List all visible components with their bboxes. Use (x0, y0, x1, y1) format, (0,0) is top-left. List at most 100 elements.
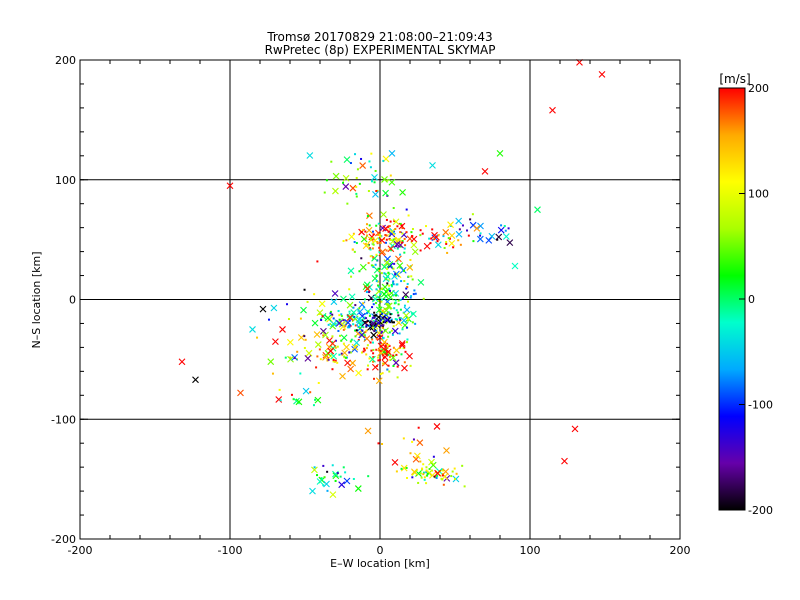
data-point (379, 291, 382, 294)
data-point (407, 300, 410, 303)
data-point (457, 239, 460, 242)
data-point (295, 398, 303, 406)
data-point (500, 224, 503, 227)
data-point (374, 263, 377, 266)
data-point (367, 236, 375, 244)
data-point (352, 323, 355, 326)
data-point (356, 168, 359, 171)
data-point (386, 342, 389, 345)
y-tick-label: 200 (55, 54, 76, 67)
data-point (371, 337, 374, 340)
data-point (314, 396, 322, 404)
data-point (433, 237, 436, 240)
data-point (348, 310, 351, 313)
data-point (410, 275, 413, 278)
data-point (382, 336, 385, 339)
data-point (430, 237, 433, 240)
data-point (293, 356, 296, 359)
data-point (370, 180, 373, 183)
data-point (346, 301, 354, 309)
data-point (388, 344, 391, 347)
data-point (410, 295, 413, 298)
data-point (401, 232, 404, 235)
data-point (364, 427, 372, 435)
data-point (401, 240, 404, 243)
data-point (434, 241, 442, 249)
plot-grid (80, 60, 680, 539)
data-point (395, 245, 398, 248)
data-point (354, 304, 357, 307)
data-point (289, 356, 292, 359)
data-point (373, 181, 376, 184)
data-point (330, 160, 333, 163)
data-point (378, 233, 381, 236)
data-point (371, 230, 374, 233)
data-point (385, 238, 388, 241)
data-point (270, 304, 278, 312)
data-point (414, 452, 421, 460)
data-point (441, 474, 444, 477)
data-point (392, 364, 395, 367)
data-point (422, 471, 425, 474)
data-point (419, 460, 422, 463)
data-point (395, 236, 402, 244)
data-point (362, 242, 370, 250)
y-tick-label: -200 (51, 533, 76, 546)
data-point (327, 323, 330, 326)
data-point (467, 234, 470, 237)
data-point (326, 489, 329, 492)
data-point (339, 475, 342, 478)
data-point (386, 261, 394, 268)
data-point (401, 227, 404, 230)
data-point (352, 306, 355, 309)
data-point (419, 472, 422, 475)
data-point (306, 300, 309, 303)
data-point (353, 241, 356, 244)
data-point (363, 349, 366, 352)
data-point (351, 248, 354, 251)
data-point (362, 350, 365, 353)
data-point (437, 234, 440, 237)
data-point (368, 224, 371, 227)
data-point (299, 317, 302, 320)
data-point (377, 285, 380, 288)
data-point (442, 468, 450, 475)
data-point (293, 397, 300, 405)
data-point (366, 344, 369, 347)
data-point (405, 231, 408, 234)
data-point (326, 470, 329, 473)
data-point (363, 338, 366, 341)
data-point (392, 289, 400, 297)
data-point (400, 317, 408, 324)
data-point (352, 477, 355, 480)
data-point (461, 224, 464, 227)
data-point (267, 318, 270, 321)
data-point (286, 338, 294, 346)
data-point (372, 303, 375, 306)
data-point (378, 269, 381, 272)
data-point (370, 349, 373, 352)
data-point (370, 264, 373, 267)
data-point (316, 260, 319, 263)
data-point (396, 247, 399, 250)
data-point (406, 282, 409, 285)
data-point (371, 341, 374, 344)
data-point (287, 318, 290, 321)
data-point (348, 326, 351, 329)
data-point (425, 471, 428, 474)
data-point (409, 452, 412, 455)
data-point (374, 314, 377, 317)
data-point (384, 348, 392, 356)
data-point (381, 326, 384, 329)
data-point (364, 285, 371, 293)
data-point (392, 280, 395, 283)
data-point (389, 313, 392, 316)
data-point (375, 306, 383, 314)
data-point (363, 334, 366, 337)
data-point (375, 302, 378, 305)
data-point (561, 457, 568, 465)
data-point (400, 280, 403, 283)
data-point (419, 234, 422, 237)
data-point (334, 346, 337, 349)
data-point (398, 341, 406, 349)
